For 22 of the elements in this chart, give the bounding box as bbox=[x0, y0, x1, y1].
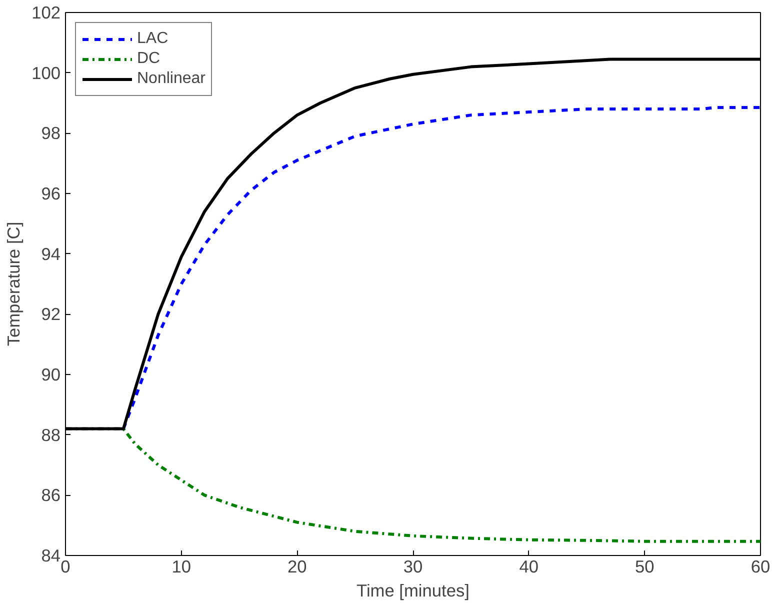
y-axis-title: Temperature [C] bbox=[4, 222, 24, 346]
x-tick-label: 60 bbox=[750, 556, 770, 576]
y-tick-label: 90 bbox=[41, 364, 61, 384]
y-tick-label: 92 bbox=[41, 304, 61, 324]
x-tick-label: 50 bbox=[635, 556, 654, 576]
y-tick-label: 88 bbox=[41, 424, 61, 445]
y-tick-label: 84 bbox=[41, 546, 61, 566]
x-tick-label: 30 bbox=[403, 556, 423, 576]
legend-label: DC bbox=[137, 50, 160, 68]
x-tick-label: 40 bbox=[519, 556, 538, 576]
x-tick-label: 0 bbox=[60, 556, 70, 576]
y-tick-label: 100 bbox=[32, 62, 61, 83]
legend-label: Nonlinear bbox=[137, 70, 206, 88]
y-tick-label: 98 bbox=[41, 123, 61, 144]
y-tick-label: 86 bbox=[41, 485, 61, 506]
y-tick-label: 94 bbox=[41, 244, 61, 264]
y-tick-label: 96 bbox=[41, 184, 61, 204]
x-tick-label: 20 bbox=[288, 556, 307, 576]
x-axis-title: Time [minutes] bbox=[356, 580, 470, 600]
x-tick-label: 10 bbox=[172, 556, 191, 576]
y-tick-label: 102 bbox=[32, 2, 61, 22]
legend-label: LAC bbox=[137, 30, 168, 48]
